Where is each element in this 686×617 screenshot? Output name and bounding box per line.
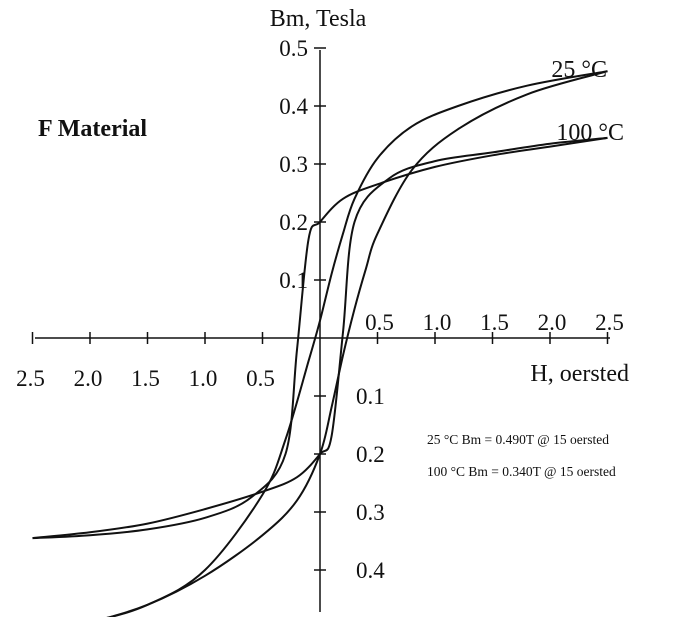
y-tick-label: 0.4: [279, 94, 308, 119]
y-tick-label: 0.5: [279, 36, 308, 61]
x-tick-label: 1.0: [423, 310, 452, 335]
chart-title: F Material: [38, 116, 147, 142]
x-axis-title: H, oersted: [530, 361, 629, 387]
labels-layer: Bm, Tesla H, oersted F Material 25 °C 10…: [38, 6, 629, 479]
series-100c-lower-branch: [32, 136, 608, 540]
x-tick-label: 2.0: [538, 310, 567, 335]
y-tick-label: 0.3: [356, 500, 385, 525]
series-label-100c: 100 °C: [556, 120, 624, 146]
x-tick-label: 0.5: [246, 366, 275, 391]
y-tick-label: 0.1: [356, 384, 385, 409]
y-tick-label: 0.2: [356, 442, 385, 467]
y-tick-label: 0.4: [356, 558, 385, 583]
series-label-25c: 25 °C: [551, 57, 607, 83]
series-100c-upper-branch: [32, 136, 608, 540]
x-tick-label: 1.5: [480, 310, 509, 335]
x-tick-label: 1.5: [131, 366, 160, 391]
annotation-25c: 25 °C Bm = 0.490T @ 15 oersted: [427, 432, 609, 447]
y-axis-title: Bm, Tesla: [270, 6, 367, 32]
x-tick-label: 2.5: [16, 366, 45, 391]
x-tick-label: 2.0: [74, 366, 103, 391]
x-tick-label: 2.5: [595, 310, 624, 335]
curves-layer: [32, 70, 608, 617]
axes-layer: [35, 50, 610, 612]
y-tick-label: 0.3: [279, 152, 308, 177]
x-tick-label: 0.5: [365, 310, 394, 335]
y-tick-label: 0.2: [279, 210, 308, 235]
annotation-100c: 100 °C Bm = 0.340T @ 15 oersted: [427, 464, 616, 479]
y-tick-label: 0.1: [279, 268, 308, 293]
ticks-layer: 2.5 2.0 1.5 1.0 0.5 0.5 1.0 1.5 2.0 2.5 0.5 0.4 0.3 0…: [16, 36, 624, 583]
x-tick-label: 1.0: [189, 366, 218, 391]
